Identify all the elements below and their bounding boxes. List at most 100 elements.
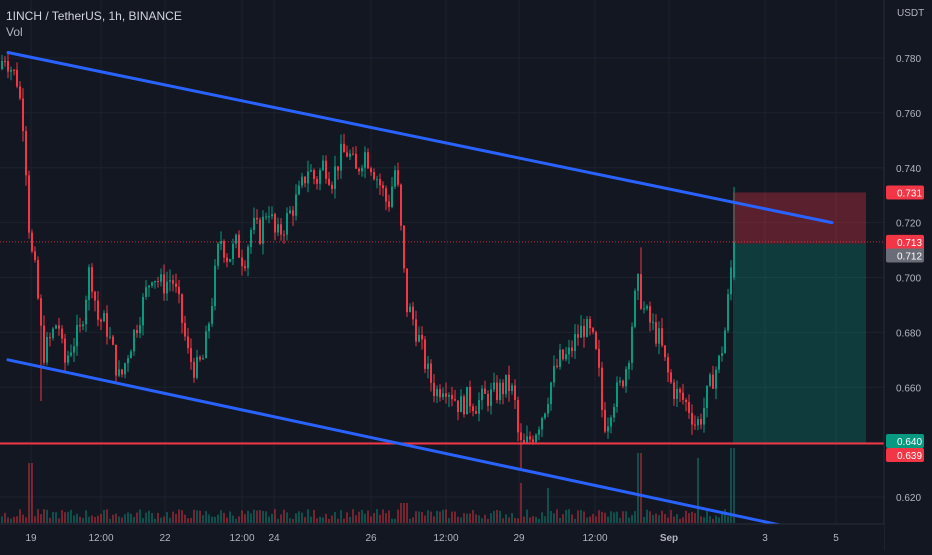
volume-bar [586,517,588,523]
volume-bar [415,511,417,523]
candle-body [658,328,660,344]
volume-bar [376,509,378,523]
candle-body [238,234,240,258]
candle-body [166,281,168,294]
candle-body [88,267,90,300]
volume-bar [115,513,117,523]
candle-body [409,306,411,313]
volume-bar [280,514,282,523]
x-tick-label: 26 [365,533,377,544]
candle-body [157,280,159,282]
volume-bar [394,518,396,523]
volume-bar [664,513,666,523]
volume-bar [649,511,651,523]
candle-body [505,374,507,395]
candle-body [616,382,618,407]
candle-body [469,386,471,407]
volume-bar [520,483,522,523]
candle-body [379,179,381,186]
volume-bar [379,514,381,523]
volume-bar [475,514,477,523]
candle-body [655,322,657,344]
volume-bar [160,517,162,523]
symbol-title[interactable]: 1INCH / TetherUS, 1h, BINANCE [6,9,182,23]
candle-body [694,424,696,426]
x-tick-label: 12:00 [88,533,113,544]
y-tick-label: 0.780 [896,54,921,65]
volume-bar [22,514,24,523]
volume-bar [532,516,534,523]
candle-body [499,382,501,401]
candle-body [1,60,3,69]
volume-bar [10,518,12,523]
volume-bar [544,516,546,523]
candle-body [511,385,513,391]
candle-body [340,143,342,171]
volume-bar [517,518,519,523]
volume-bar [388,510,390,523]
volume-bar [541,512,543,523]
candle-body [274,214,276,233]
volume-label[interactable]: Vol [6,25,23,39]
candle-body [136,329,138,334]
position-target-zone [733,192,866,244]
candle-body [394,170,396,187]
candle-body [565,354,567,360]
candle-body [607,426,609,432]
volume-bar [58,518,60,523]
candle-body [661,328,663,346]
candle-body [397,170,399,185]
candle-body [31,232,33,252]
candle-body [127,358,129,364]
candle-body [169,280,171,282]
volume-bar [55,512,57,523]
volume-bar [265,511,267,523]
trendline-upper_channel [6,51,834,225]
candle-body [76,324,78,347]
x-tick-label: 12:00 [433,533,458,544]
volume-bar [460,517,462,523]
candle-body [370,168,372,173]
candle-body [709,374,711,386]
volume-bar [385,513,387,523]
candle-body [448,394,450,397]
volume-bar [145,512,147,523]
volume-bar [448,518,450,523]
candle-body [712,374,714,389]
candle-body [466,386,468,415]
candle-body [592,328,594,333]
volume-bar [550,510,552,523]
volume-bar [484,514,486,523]
volume-bar [697,458,699,523]
y-tick-label: 0.720 [896,219,921,230]
candle-body [145,287,147,297]
badge-target: 0.731 [897,188,922,199]
volume-bar [454,511,456,523]
volume-bar [355,515,357,523]
candle-body [613,406,615,418]
volume-bar [7,517,9,523]
volume-bar [709,516,711,523]
volume-bar [163,516,165,523]
candle-body [721,353,723,356]
volume-bar [316,518,318,523]
x-tick-label: 29 [513,533,525,544]
badge-stop: 0.639 [897,451,922,462]
candle-body [388,201,390,208]
candle-body [421,334,423,340]
candle-body [583,325,585,337]
candle-body [586,319,588,337]
volume-bar [346,512,348,523]
candle-body [382,185,384,189]
volume-bar [247,510,249,523]
candle-body [598,348,600,368]
volume-bar [367,510,369,523]
volume-bar [301,512,303,523]
candle-body [568,347,570,355]
volume-bar [571,514,573,523]
volume-bar [382,509,384,523]
candle-body [727,294,729,331]
candle-body [130,351,132,359]
